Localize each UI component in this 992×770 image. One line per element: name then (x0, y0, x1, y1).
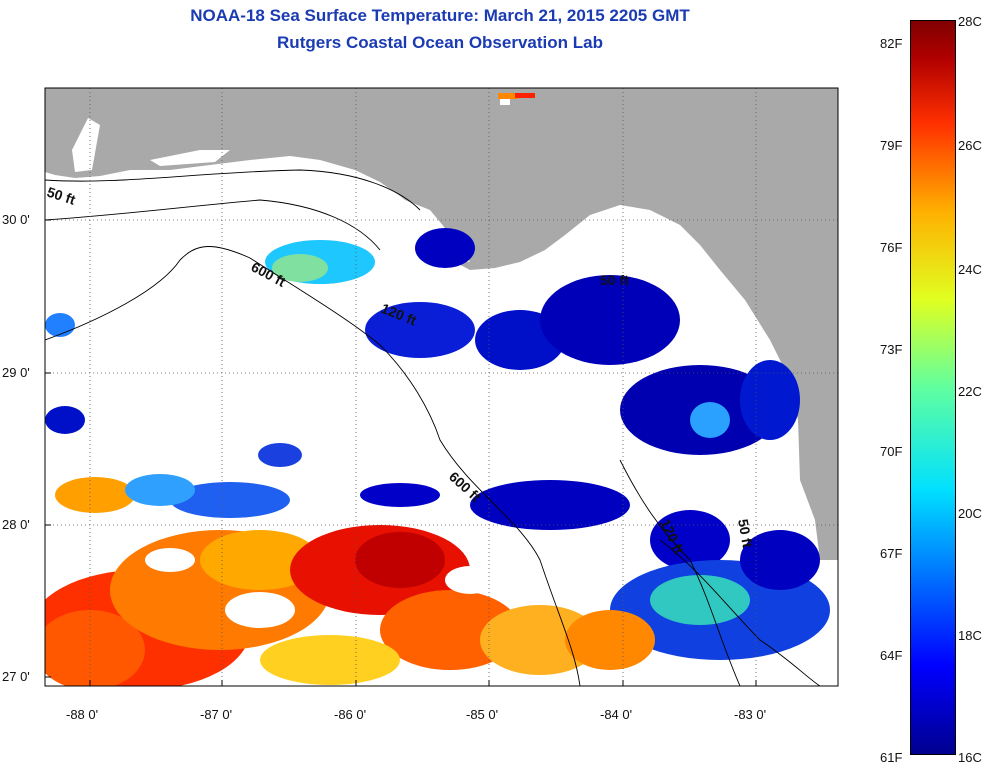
colorbar-f-label: 79F (880, 138, 903, 153)
bathymetry-contours (45, 169, 821, 686)
y-tick-label: 28 0' (2, 517, 30, 532)
colorbar-f-label: 73F (880, 342, 903, 357)
color-scale-bar (910, 20, 956, 755)
contour-label-50-south: 50 ft (735, 518, 756, 549)
colorbar-f-label: 70F (880, 444, 903, 459)
map-frame (44, 87, 839, 687)
map-title: NOAA-18 Sea Surface Temperature: March 2… (190, 6, 690, 25)
colorbar-c-label: 26C (958, 138, 982, 153)
colorbar-f-label: 82F (880, 36, 903, 51)
y-tick-label: 29 0' (2, 365, 30, 380)
bay-pensacola (72, 118, 100, 172)
colorbar-c-label: 16C (958, 750, 982, 765)
colorbar-f-label: 76F (880, 240, 903, 255)
y-tick-label: 27 0' (2, 669, 30, 684)
colorbar-f-label: 64F (880, 648, 903, 663)
colorbar-c-label: 18C (958, 628, 982, 643)
colorbar-f-label: 61F (880, 750, 903, 765)
bay-choctawhatchee (150, 150, 230, 166)
graticule (45, 88, 838, 686)
island-speck (498, 93, 535, 105)
x-tick-label: -88 0' (66, 707, 99, 722)
x-tick-label: -86 0' (334, 707, 367, 722)
x-tick-label: -83 0' (734, 707, 767, 722)
y-tick-label: 30 0' (2, 212, 30, 227)
sst-warm-patches (45, 525, 655, 686)
x-tick-label: -84 0' (600, 707, 633, 722)
colorbar-c-label: 20C (958, 506, 982, 521)
colorbar-c-label: 24C (958, 262, 982, 277)
axis-ticks (45, 219, 757, 686)
colorbar-c-label: 28C (958, 14, 982, 29)
sst-cold-patches (45, 228, 830, 660)
colorbar-f-label: 67F (880, 546, 903, 561)
contour-label-50-east: 50 ft (600, 272, 629, 288)
x-tick-label: -85 0' (466, 707, 499, 722)
map-subtitle: Rutgers Coastal Ocean Observation Lab (277, 33, 603, 52)
land-florida (45, 88, 838, 560)
x-tick-label: -87 0' (200, 707, 233, 722)
colorbar-c-label: 22C (958, 384, 982, 399)
